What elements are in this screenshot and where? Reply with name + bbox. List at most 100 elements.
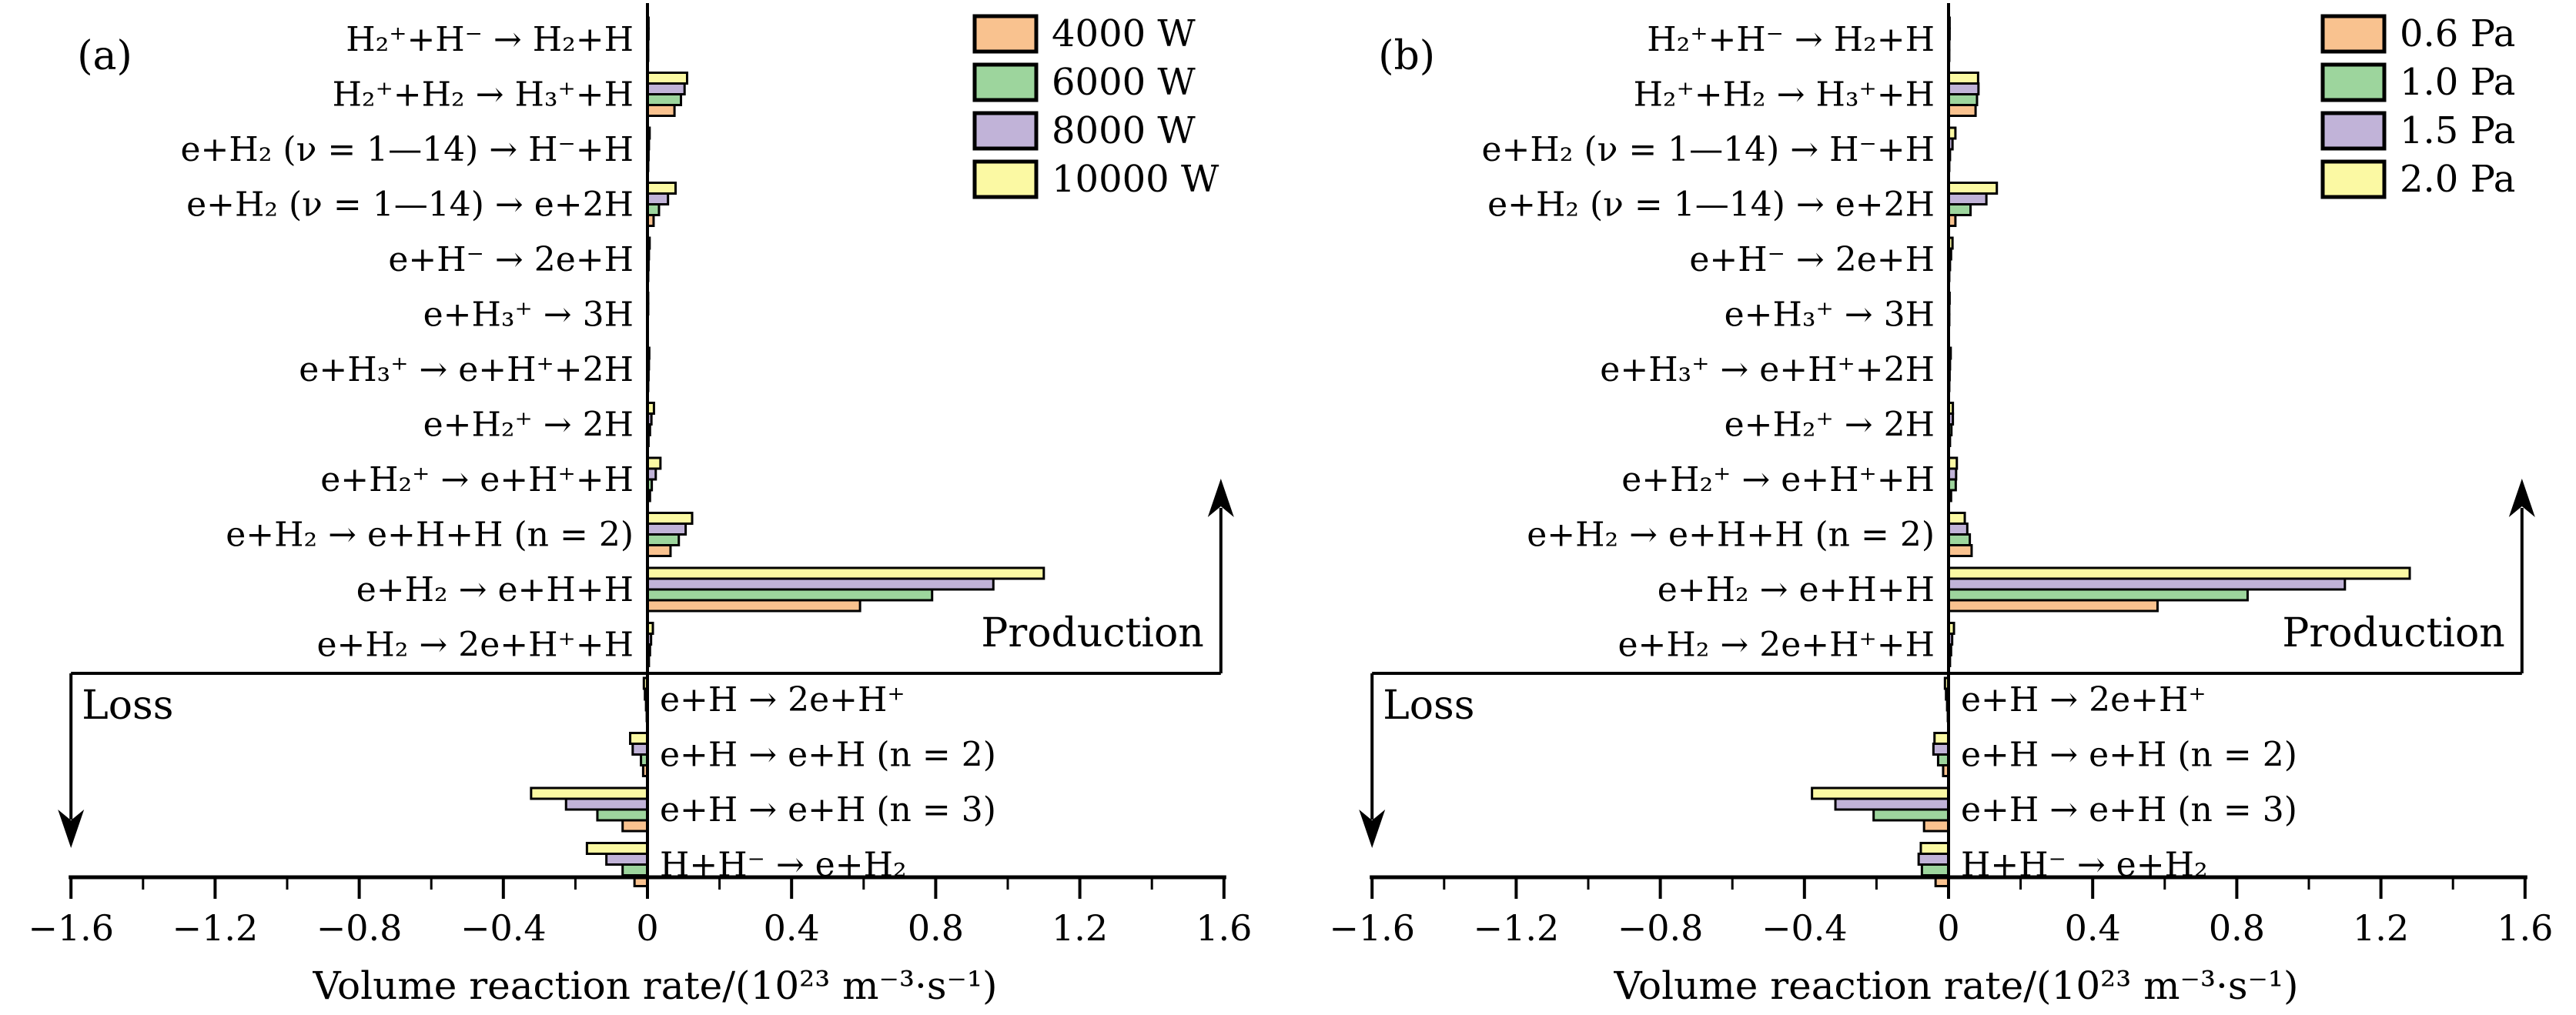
bar — [1932, 743, 1950, 756]
x-tick-label: −0.8 — [1618, 907, 1704, 949]
x-tick-label: 0 — [636, 907, 658, 949]
panel-tag: (a) — [77, 33, 132, 79]
bar — [1947, 203, 1972, 216]
bar — [646, 512, 694, 525]
bar — [1947, 93, 1979, 106]
reaction-label: e+H₂ → e+H+H — [1658, 570, 1935, 609]
bar — [646, 72, 688, 85]
legend-swatch — [2320, 111, 2387, 151]
bar — [1947, 588, 2249, 602]
reaction-label: e+H → e+H (n = 2) — [1961, 736, 2297, 775]
bar — [1834, 797, 1950, 811]
x-tick-label: 0 — [1937, 907, 1959, 949]
bar — [1947, 104, 1977, 117]
x-tick-label: −0.4 — [1761, 907, 1848, 949]
bar — [1917, 853, 1950, 866]
x-tick-label: 1.6 — [1196, 907, 1252, 949]
production-arrowhead — [1207, 479, 1234, 517]
bar — [646, 192, 670, 205]
reaction-label: e+H₂ (ν = 1—14) → e+2H — [186, 185, 634, 225]
bar — [1947, 512, 1966, 525]
bar — [646, 182, 677, 195]
reaction-label: H₂⁺+H⁻ → H₂+H — [346, 20, 634, 59]
bar — [1919, 842, 1950, 855]
reaction-label: e+H₂ (ν = 1—14) → e+2H — [1487, 185, 1935, 225]
bar — [605, 853, 649, 866]
legend-swatch — [972, 62, 1039, 102]
legend-label: 1.0 Pa — [2400, 61, 2515, 104]
reaction-label: e+H → 2e+H⁺ — [1961, 680, 2206, 720]
bar — [1936, 753, 1950, 766]
legend-swatch — [2320, 159, 2387, 199]
reaction-label: e+H₂ (ν = 1—14) → H⁻+H — [1482, 130, 1935, 169]
x-axis-title: Volume reaction rate/(10²³ m⁻³·s⁻¹) — [313, 963, 998, 1008]
reaction-label: H₂⁺+H⁻ → H₂+H — [1647, 20, 1935, 59]
reaction-label: e+H₂ → 2e+H⁺+H — [1618, 626, 1935, 665]
reaction-label: e+H₂ → 2e+H⁺+H — [317, 626, 634, 665]
reaction-label: e+H₂⁺ → 2H — [423, 406, 634, 445]
legend-label: 8000 W — [1052, 109, 1196, 152]
reaction-label: e+H₃⁺ → e+H⁺+2H — [299, 350, 634, 389]
x-tick-label: 1.2 — [1052, 907, 1108, 949]
loss-label: Loss — [82, 683, 173, 729]
bar — [1947, 72, 1979, 85]
x-tick-label: −0.8 — [316, 907, 403, 949]
legend-label: 10000 W — [1052, 158, 1219, 201]
reaction-label: e+H₂⁺ → 2H — [1725, 406, 1935, 445]
bar — [596, 808, 649, 822]
x-tick-label: −1.2 — [1474, 907, 1560, 949]
bar — [646, 599, 861, 613]
reaction-label: e+H⁻ → 2e+H — [388, 240, 634, 279]
x-tick-label: 1.2 — [2353, 907, 2409, 949]
bar — [1933, 732, 1950, 745]
legend-label: 2.0 Pa — [2400, 158, 2515, 201]
bar — [629, 732, 649, 745]
x-tick-label: 0.4 — [764, 907, 820, 949]
reaction-label: e+H₂ → e+H+H (n = 2) — [226, 516, 634, 555]
legend-label: 4000 W — [1052, 12, 1196, 55]
panel-tag: (b) — [1378, 33, 1435, 79]
bar — [646, 82, 686, 95]
bar — [1947, 533, 1972, 546]
reaction-label: e+H₂ → e+H+H — [356, 570, 634, 609]
bar — [646, 588, 934, 602]
legend-swatch — [2320, 62, 2387, 102]
reaction-label: e+H₂ → e+H+H (n = 2) — [1527, 516, 1935, 555]
reaction-label: e+H₃⁺ → 3H — [1725, 295, 1935, 335]
reaction-label: e+H → e+H (n = 3) — [660, 790, 996, 830]
bar — [646, 566, 1045, 580]
panel-b-chart: H₂⁺+H⁻ → H₂+H H₂⁺+H₂ → H₃⁺+H e+H₂ (ν = 1—1… — [1329, 3, 2553, 1008]
bar — [530, 786, 649, 800]
bar — [1947, 544, 1973, 557]
x-tick-label: 0.8 — [908, 907, 964, 949]
bar — [646, 544, 672, 557]
bar — [1920, 863, 1950, 876]
reaction-label: e+H₂ (ν = 1—14) → H⁻+H — [181, 130, 634, 169]
production-label: Production — [2282, 610, 2504, 656]
bar — [1947, 82, 1980, 95]
bar — [1922, 819, 1950, 833]
legend-swatch — [972, 111, 1039, 151]
reaction-label: H₂⁺+H₂ → H₃⁺+H — [333, 75, 634, 115]
production-label: Production — [981, 610, 1203, 656]
loss-arrowhead — [1359, 810, 1386, 848]
legend-label: 0.6 Pa — [2400, 12, 2515, 55]
bar — [646, 577, 995, 591]
x-tick-label: −1.2 — [172, 907, 259, 949]
bar — [1947, 182, 1999, 195]
bar — [646, 93, 683, 106]
legend-swatch — [972, 14, 1039, 54]
bar — [631, 743, 649, 756]
production-arrowhead — [2508, 479, 2535, 517]
legend-swatch — [2320, 14, 2387, 54]
bar — [646, 523, 687, 536]
bar — [621, 863, 649, 876]
x-axis-title: Volume reaction rate/(10²³ m⁻³·s⁻¹) — [1614, 963, 2299, 1008]
x-tick-label: −1.6 — [1329, 907, 1415, 949]
bar — [1811, 786, 1950, 800]
legend-label: 6000 W — [1052, 61, 1196, 104]
bar — [621, 819, 649, 833]
reaction-label: e+H → e+H (n = 2) — [660, 736, 996, 775]
bar — [1947, 599, 2159, 613]
